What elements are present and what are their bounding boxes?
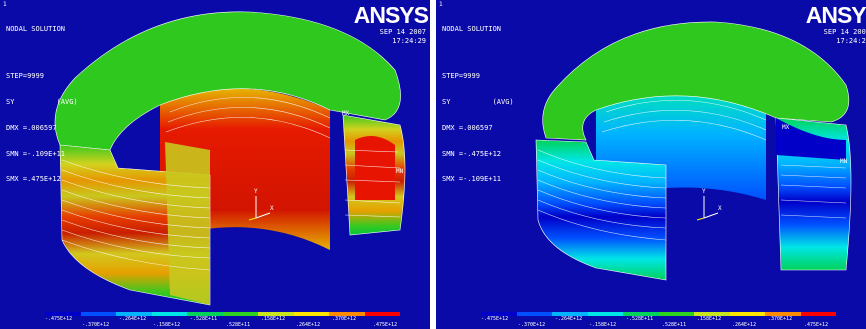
legend-smn: SMN =-.109E+11 xyxy=(6,149,66,158)
legend-title: NODAL SOLUTION xyxy=(442,25,502,34)
timestamp: SEP 14 2007 17:24:27 xyxy=(824,28,866,46)
ansys-logo: ANSYS xyxy=(805,2,866,28)
legend-result: SY (AVG) xyxy=(442,97,514,106)
scale-label: -.528E+11 xyxy=(626,316,654,322)
window-number: 1 xyxy=(439,1,443,8)
scale-labels-top: -.475E+12 -.264E+12 -.528E+11 .158E+12 .… xyxy=(436,316,866,323)
axis-triad xyxy=(248,196,271,221)
legend-smx: SMX =-.109E+11 xyxy=(442,175,502,184)
scale-label: -.264E+12 xyxy=(555,316,583,322)
scale-label: -.370E+12 xyxy=(518,322,546,328)
scale-label: -.475E+12 xyxy=(45,316,73,322)
scale-label: .158E+12 xyxy=(261,316,286,322)
scale-label: .158E+12 xyxy=(697,316,722,322)
legend-dmx: DMX =.006597 xyxy=(6,123,57,132)
triad-y-label: Y xyxy=(702,188,706,195)
scale-label: -.158E+12 xyxy=(589,322,617,328)
scale-label: -.475E+12 xyxy=(481,316,509,322)
time-label: 17:24:29 xyxy=(392,37,426,45)
scale-labels-bottom: -.370E+12 -.158E+12 .528E+11 .264E+12 .4… xyxy=(0,322,430,329)
triad-y-label: Y xyxy=(254,188,258,195)
scale-label: .264E+12 xyxy=(732,322,757,328)
mx-marker: MX xyxy=(782,124,790,131)
contour-color-bar xyxy=(45,312,400,316)
scale-label: -.158E+12 xyxy=(153,322,181,328)
graphics-window-right[interactable]: 1 NODAL SOLUTION STEP=9999 SY (AVG) DMX … xyxy=(436,0,866,329)
scale-label: .528E+11 xyxy=(662,322,687,328)
legend-dmx: DMX =.006597 xyxy=(442,123,493,132)
ring-model-right xyxy=(535,21,852,281)
scale-label: -.528E+11 xyxy=(190,316,218,322)
date-label: SEP 14 2007 xyxy=(823,28,866,36)
scale-labels-bottom: -.370E+12 -.158E+12 .528E+11 .264E+12 .4… xyxy=(436,322,866,329)
mn-marker: MN xyxy=(840,158,848,165)
timestamp: SEP 14 2007 17:24:29 xyxy=(380,28,426,46)
time-label: 17:24:27 xyxy=(836,37,866,45)
scale-label: .370E+12 xyxy=(332,316,357,322)
scale-label: .475E+12 xyxy=(804,322,829,328)
ring-model-left xyxy=(54,11,406,306)
date-label: SEP 14 2007 xyxy=(379,28,426,36)
mx-marker: MX xyxy=(342,110,350,117)
legend-smx: SMX =.475E+12 xyxy=(6,175,61,184)
legend-step: STEP=9999 xyxy=(442,72,480,81)
scale-label: .475E+12 xyxy=(373,322,398,328)
legend-result: SY (AVG) xyxy=(6,97,78,106)
window-number: 1 xyxy=(3,1,7,8)
legend-title: NODAL SOLUTION xyxy=(6,25,66,34)
axis-triad xyxy=(696,196,719,221)
contour-color-bar xyxy=(481,312,836,316)
solution-legend: NODAL SOLUTION STEP=9999 SY (AVG) DMX =.… xyxy=(442,8,514,201)
scale-label: -.264E+12 xyxy=(119,316,147,322)
mn-marker: MN xyxy=(396,168,404,175)
scale-label: .528E+11 xyxy=(226,322,251,328)
ansys-logo: ANSYS xyxy=(353,2,429,28)
scale-label: -.370E+12 xyxy=(82,322,110,328)
triad-x-label: X xyxy=(270,205,274,212)
graphics-window-left[interactable]: 1 NODAL SOLUTION STEP=9999 SY (AVG) DMX … xyxy=(0,0,430,329)
legend-step: STEP=9999 xyxy=(6,72,44,81)
solution-legend: NODAL SOLUTION STEP=9999 SY (AVG) DMX =.… xyxy=(6,8,78,201)
legend-smn: SMN =-.475E+12 xyxy=(442,149,502,158)
scale-labels-top: -.475E+12 -.264E+12 -.528E+11 .158E+12 .… xyxy=(0,316,430,323)
triad-x-label: X xyxy=(718,205,722,212)
scale-label: .370E+12 xyxy=(768,316,793,322)
scale-label: .264E+12 xyxy=(296,322,321,328)
